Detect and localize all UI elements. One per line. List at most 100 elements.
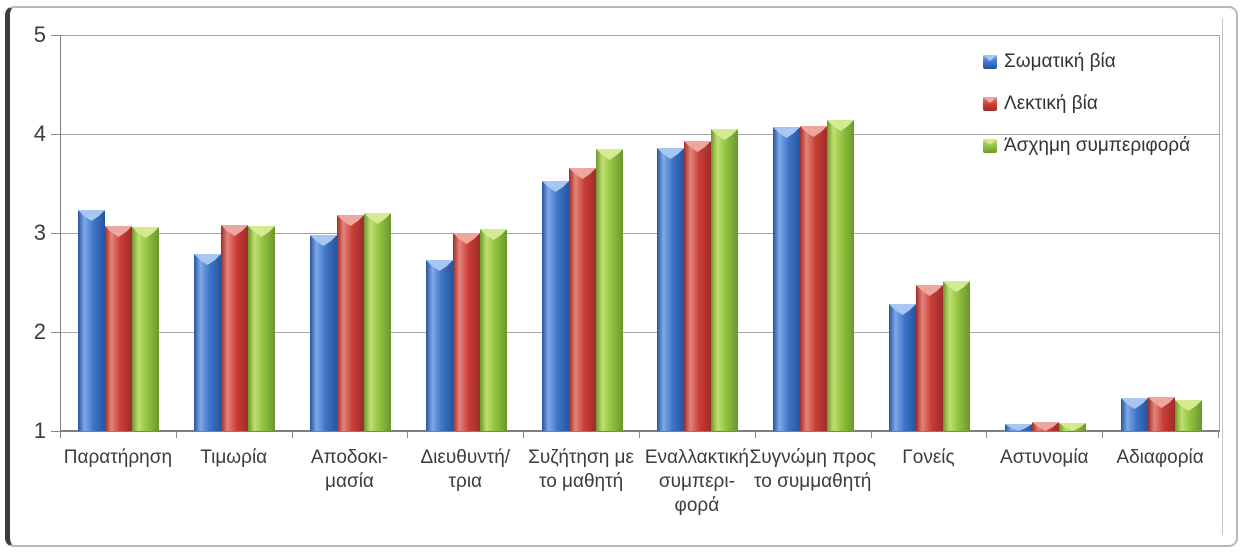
bar-top-highlight (889, 304, 916, 315)
x-category-label: Συζήτηση με το μαθητή (528, 447, 634, 492)
bar-top-highlight (569, 168, 596, 179)
gridline-y-2 (61, 332, 1219, 333)
legend-item-2: Λεκτική βία (983, 87, 1190, 121)
bar-Σωματική βία-3 (426, 260, 453, 431)
bar-top-highlight (426, 260, 453, 271)
x-tick (639, 431, 640, 438)
y-tick-label-3: 3 (33, 220, 46, 245)
bar-top-highlight (773, 127, 800, 138)
bar-Λεκτική βία-1 (221, 225, 248, 431)
bar-Άσχημη συμπεριφορά-7 (943, 281, 970, 431)
bar-top-highlight (337, 215, 364, 226)
bar-Λεκτική βία-7 (916, 285, 943, 431)
y-tick-label-1: 1 (33, 418, 46, 443)
x-category-label: Αστυνομία (1000, 447, 1089, 468)
y-tick-label-5: 5 (33, 22, 46, 47)
x-category-label: Διευθυντή/τρια (420, 447, 511, 492)
y-tick-4 (51, 134, 60, 135)
x-tick (60, 431, 61, 438)
y-tick-2 (51, 332, 60, 333)
gridline-y-5 (61, 35, 1219, 36)
bar-Λεκτική βία-2 (337, 215, 364, 431)
bar-Λεκτική βία-5 (684, 141, 711, 431)
bar-top-highlight (684, 141, 711, 152)
legend-swatch-icon (983, 55, 997, 69)
bar-top-highlight (1059, 423, 1086, 431)
bar-Σωματική βία-4 (542, 181, 569, 431)
bar-top-highlight (1032, 422, 1059, 431)
bar-Λεκτική βία-6 (800, 126, 827, 431)
y-tick-3 (51, 233, 60, 234)
legend-swatch-icon (983, 97, 997, 111)
x-tick (986, 431, 988, 438)
bar-top-highlight (194, 254, 221, 265)
gridline-y-4 (61, 134, 1219, 135)
bar-top-highlight (657, 148, 684, 159)
bar-Σωματική βία-1 (194, 254, 221, 431)
bar-top-highlight (596, 149, 623, 160)
y-tick-5 (51, 35, 60, 36)
bar-top-highlight (105, 226, 132, 237)
bar-Άσχημη συμπεριφορά-9 (1175, 400, 1202, 431)
bar-Σωματική βία-9 (1121, 398, 1148, 431)
bar-top-highlight (132, 227, 159, 238)
x-category-label: Αποδοκι-μασία (310, 447, 389, 492)
bar-top-highlight (248, 226, 275, 237)
bar-top-highlight (1175, 400, 1202, 411)
bar-top-highlight (1121, 398, 1148, 409)
bar-top-highlight (221, 225, 248, 236)
plot-area (60, 35, 1220, 432)
x-tick (175, 431, 177, 438)
bar-Άσχημη συμπεριφορά-2 (364, 213, 391, 431)
x-axis-line (60, 430, 1220, 432)
bar-Άσχημη συμπεριφορά-8 (1059, 423, 1086, 431)
bar-Σωματική βία-5 (657, 148, 684, 431)
legend-item-1: Σωματική βία (983, 45, 1190, 79)
bar-Άσχημη συμπεριφορά-4 (596, 149, 623, 431)
bar-Άσχημη συμπεριφορά-1 (248, 226, 275, 431)
bar-Σωματική βία-2 (310, 235, 337, 431)
legend-swatch-icon (983, 139, 997, 153)
x-tick (754, 431, 756, 438)
x-tick (523, 431, 525, 438)
bar-Σωματική βία-6 (773, 127, 800, 431)
bar-Σωματική βία-0 (78, 210, 105, 431)
bar-Λεκτική βία-0 (105, 226, 132, 431)
x-tick (870, 431, 872, 438)
legend-label: Λεκτική βία (1004, 93, 1098, 114)
x-category-label: Συγνώμη προς το συμμαθητή (749, 447, 876, 492)
x-category-label: Παρατήρηση (63, 447, 173, 468)
bar-top-highlight (1148, 397, 1175, 408)
x-tick (291, 431, 293, 438)
frame-inner-line (1222, 18, 1223, 535)
bar-top-highlight (480, 229, 507, 240)
bar-Λεκτική βία-3 (453, 233, 480, 431)
bar-Άσχημη συμπεριφορά-5 (711, 129, 738, 431)
bar-top-highlight (916, 285, 943, 296)
x-category-label: Εναλλακτική συμπερι-φορά (644, 447, 749, 516)
bar-top-highlight (800, 126, 827, 137)
x-tick (407, 431, 409, 438)
legend: Σωματική βία Λεκτική βία Άσχημη συμπεριφορ… (983, 45, 1190, 171)
bar-top-highlight (542, 181, 569, 192)
bar-top-highlight (711, 129, 738, 140)
legend-label: Σωματική βία (1004, 51, 1116, 72)
bar-top-highlight (1005, 424, 1032, 431)
bar-Σωματική βία-7 (889, 304, 916, 431)
bar-top-highlight (310, 235, 337, 246)
bar-Λεκτική βία-4 (569, 168, 596, 431)
bar-Λεκτική βία-8 (1032, 422, 1059, 431)
bar-top-highlight (943, 281, 970, 292)
bar-Λεκτική βία-9 (1148, 397, 1175, 431)
y-tick-label-4: 4 (33, 121, 46, 146)
x-category-label: Γονείς (902, 447, 955, 468)
bar-Σωματική βία-8 (1005, 424, 1032, 431)
legend-label: Άσχημη συμπεριφορά (1004, 135, 1191, 156)
x-tick (1102, 431, 1104, 438)
bar-top-highlight (453, 233, 480, 244)
bar-top-highlight (78, 210, 105, 221)
bar-Άσχημη συμπεριφορά-0 (132, 227, 159, 431)
bar-Άσχημη συμπεριφορά-3 (480, 229, 507, 431)
y-tick-1 (51, 431, 60, 432)
